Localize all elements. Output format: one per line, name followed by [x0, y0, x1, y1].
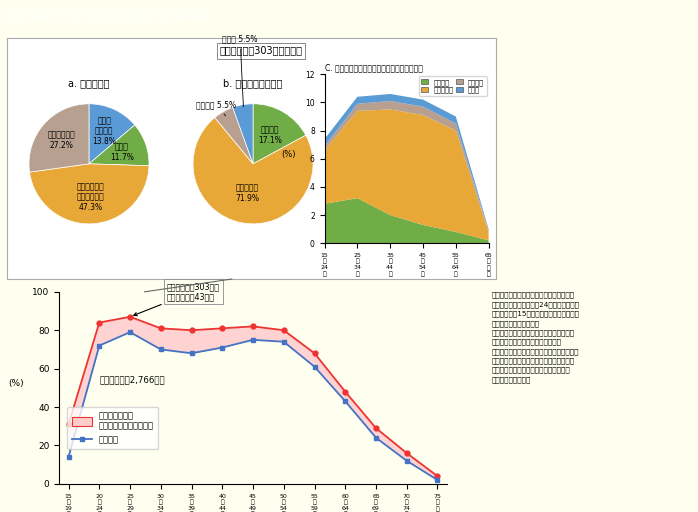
Wedge shape: [89, 104, 135, 164]
Text: その他 5.5%: その他 5.5%: [223, 34, 258, 106]
Y-axis label: (%): (%): [281, 150, 296, 159]
Wedge shape: [29, 164, 149, 224]
Wedge shape: [215, 108, 253, 164]
Text: 短大・高専卒
27.2%: 短大・高専卒 27.2%: [48, 131, 75, 150]
Title: a. 教育別内訳: a. 教育別内訳: [68, 78, 110, 88]
Text: 在学中
11.7%: 在学中 11.7%: [110, 143, 134, 162]
Text: 非正規雇用
71.9%: 非正規雇用 71.9%: [235, 184, 260, 203]
Y-axis label: (%): (%): [8, 379, 24, 388]
Title: b. 希望する就業形態: b. 希望する就業形態: [223, 78, 283, 88]
Text: C. 年齢階級別希望する就業形態の対人口割合: C. 年齢階級別希望する就業形態の対人口割合: [325, 63, 422, 72]
Wedge shape: [193, 118, 313, 224]
Legend: 正規雇用, 非正規雇用, 自営業主, その他: 正規雇用, 非正規雇用, 自営業主, その他: [419, 76, 487, 96]
Text: 自営業主 5.5%: 自営業主 5.5%: [195, 100, 236, 116]
Wedge shape: [232, 104, 253, 164]
Text: 小学・中学・
高校・旧中卒
47.3%: 小学・中学・ 高校・旧中卒 47.3%: [77, 182, 105, 211]
Text: 就業希望者：303万人
就業内定者：43万人: 就業希望者：303万人 就業内定者：43万人: [134, 282, 220, 315]
Wedge shape: [253, 104, 306, 164]
Text: 労働力人口：2,766万人: 労働力人口：2,766万人: [99, 375, 165, 384]
Text: （備考）１．総務省「労働力調査（詳細集
　　　　　計）」（平成24年）より作成。
　　　　２．15歳以上人口に占める就業希
　　　　　望者の割合。
　　　　３．: （備考）１．総務省「労働力調査（詳細集 計）」（平成24年）より作成。 ２．15…: [492, 292, 580, 382]
Text: 大学・
大学院卒
13.8%: 大学・ 大学院卒 13.8%: [92, 116, 116, 146]
Wedge shape: [29, 104, 89, 172]
Text: 第１－特－17図　女性の就業希望者の内訳（平成24年）: 第１－特－17図 女性の就業希望者の内訳（平成24年）: [6, 9, 213, 23]
Text: 就業希望者（303万人）内訳: 就業希望者（303万人）内訳: [220, 46, 302, 56]
Legend: 就業希望者及び
就業内定者の対人口割合, 労働力率: 就業希望者及び 就業内定者の対人口割合, 労働力率: [68, 407, 158, 449]
Wedge shape: [89, 125, 149, 166]
Text: 正規雇用
17.1%: 正規雇用 17.1%: [258, 126, 282, 145]
